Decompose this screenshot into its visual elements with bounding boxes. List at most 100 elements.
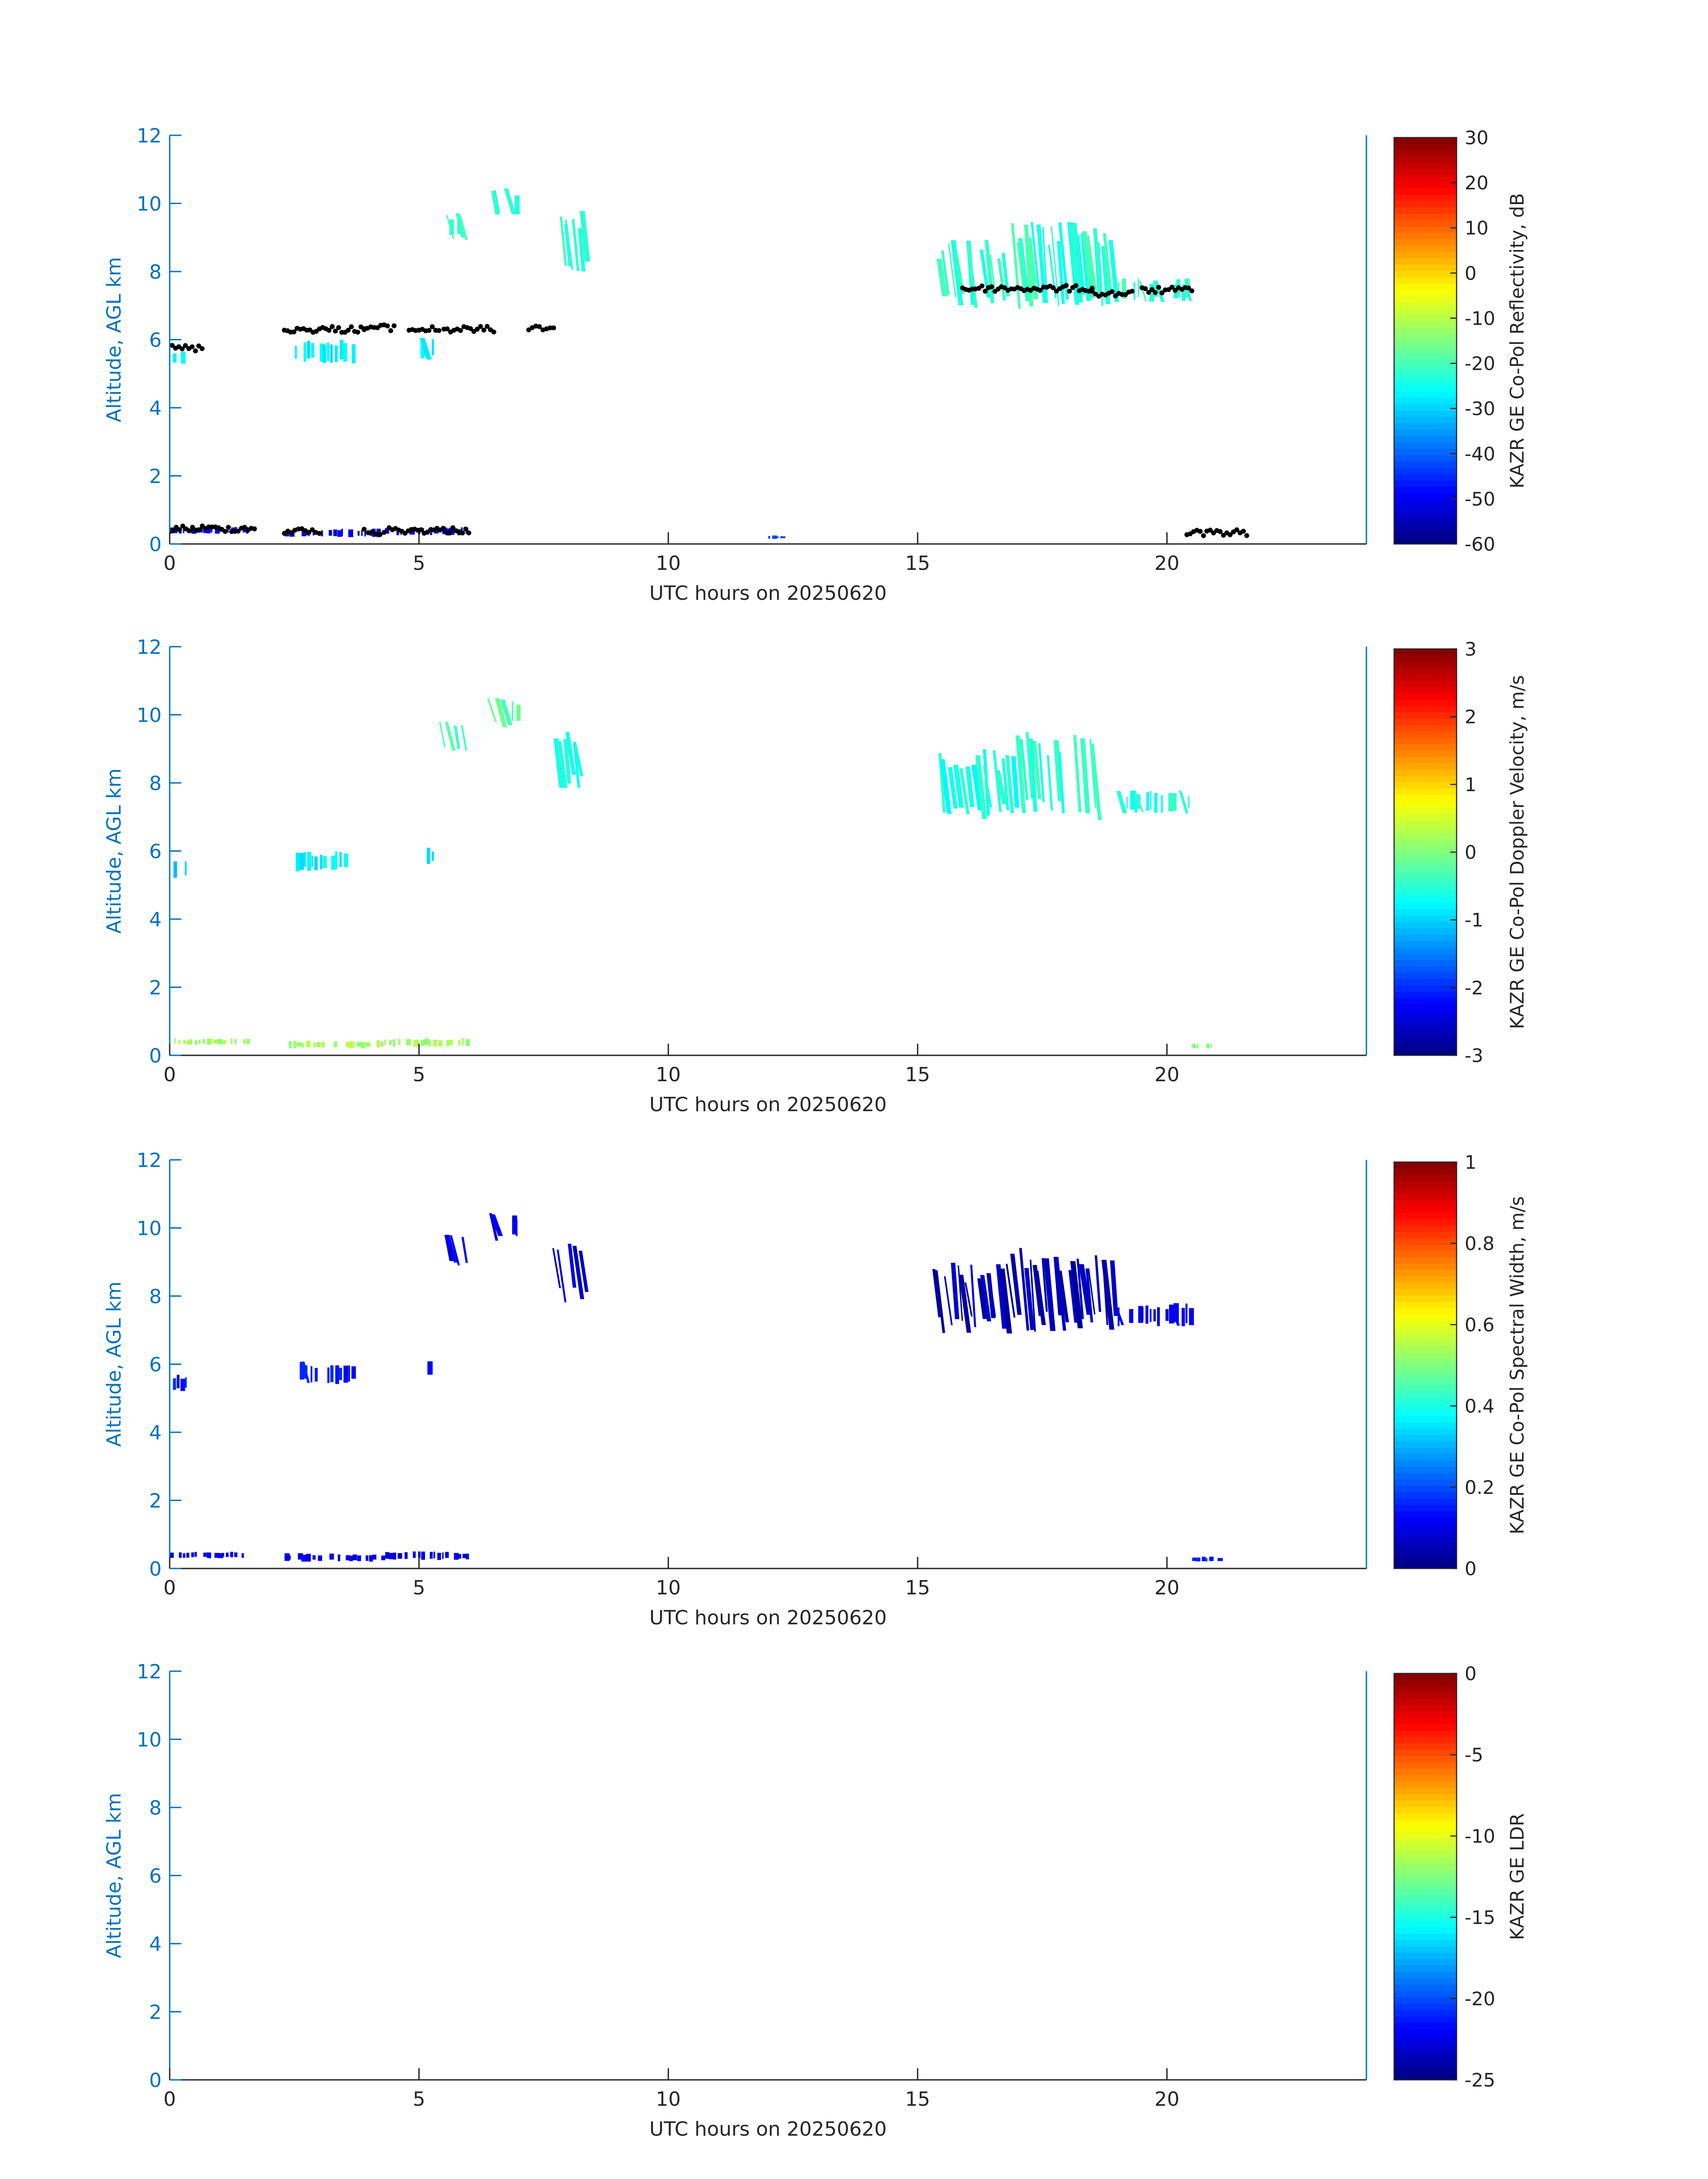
echo-streak [966, 244, 978, 308]
x-axis-label: UTC hours on 20250620 [649, 2118, 887, 2141]
echo-streak [1101, 1259, 1115, 1330]
colorbar: 30 20 10 0 -10 -20 -30 -40 -50 -60 KAZR GE Co-Pol … [1393, 127, 1528, 555]
echo-streak [210, 529, 213, 533]
echo-streak [450, 1040, 453, 1046]
echo-streak [397, 1553, 402, 1559]
echo-streak [1145, 1305, 1148, 1324]
x-tick-label: 5 [413, 1577, 425, 1599]
y-tick-label: 6 [149, 329, 162, 352]
echo-streak [321, 1041, 325, 1048]
echo-streak [421, 1552, 425, 1560]
cloud-base-point [193, 348, 198, 354]
echo-streak [776, 536, 779, 538]
echo-streak [557, 741, 568, 788]
echo-streak [959, 768, 970, 815]
echo-streak [948, 243, 956, 297]
echo-streak [221, 1553, 225, 1557]
echo-streak [439, 722, 446, 748]
echo-streak [338, 1368, 342, 1380]
echo-streak [1070, 1261, 1083, 1329]
echo-streak [940, 759, 952, 814]
echo-streak [988, 1274, 996, 1317]
radar-echo [938, 749, 1019, 820]
cloud-base-point [1073, 283, 1079, 289]
echo-streak [341, 528, 343, 536]
echo-streak [1129, 1309, 1133, 1323]
echo-streak [180, 1379, 185, 1391]
echo-streak [1161, 795, 1163, 813]
colorbar-tick-label: 1 [1465, 1151, 1477, 1173]
echo-streak [941, 250, 950, 295]
cloud-base-point [1090, 289, 1095, 294]
cloud-base-marks [1184, 527, 1249, 538]
echo-streak [465, 1039, 470, 1046]
radar-echo [173, 1375, 187, 1391]
echo-streak [351, 344, 356, 364]
echo-streak [335, 851, 338, 870]
cloud-base-point [362, 527, 367, 532]
echo-streak [1002, 758, 1010, 811]
echo-streak [1130, 790, 1136, 810]
colorbar-tick-label: 0.8 [1465, 1233, 1495, 1255]
echo-streak [490, 1214, 503, 1236]
cloud-base-point [1169, 284, 1174, 290]
radar-echo [284, 1553, 385, 1562]
radar-echo [174, 1038, 250, 1045]
echo-streak [178, 1040, 180, 1045]
echo-streak [337, 530, 342, 537]
echo-streak [306, 1554, 311, 1562]
echo-streak [207, 529, 211, 534]
colorbar-tick-label: -10 [1465, 1825, 1495, 1847]
echo-streak [352, 1554, 357, 1560]
echo-streak [426, 848, 430, 864]
echo-streak [500, 699, 513, 725]
x-tick-label: 20 [1154, 1577, 1179, 1599]
echo-streak [246, 1039, 250, 1045]
cloud-base-point [484, 324, 490, 329]
echo-streak [301, 1042, 304, 1048]
echo-streak [1189, 1308, 1194, 1326]
cloud-base-point [979, 283, 985, 289]
echo-streak [365, 1555, 368, 1561]
echo-streak [431, 339, 434, 355]
cloud-base-marks [526, 323, 556, 333]
colorbar-tick-label: -2 [1465, 977, 1483, 999]
cloud-base-point [468, 326, 473, 331]
panel-1-data [170, 188, 1249, 539]
echo-streak [454, 725, 460, 749]
radar-echo [426, 848, 434, 864]
cloud-base-point [436, 328, 442, 333]
echo-streak [398, 1039, 401, 1045]
x-tick-label: 5 [413, 1063, 425, 1086]
radar-echo [552, 1243, 589, 1303]
echo-streak [311, 343, 314, 358]
cloud-base-point [369, 529, 375, 535]
echo-streak [495, 698, 507, 728]
cloud-base-point [349, 324, 354, 330]
cloud-base-point [447, 530, 452, 535]
echo-streak [348, 529, 353, 537]
colorbar-tick-label: -25 [1465, 2069, 1495, 2091]
y-tick-label: 12 [137, 1149, 162, 1172]
echo-streak [1058, 222, 1069, 300]
echo-streak [1029, 1259, 1036, 1332]
y-tick-label: 4 [149, 1422, 162, 1444]
echo-streak [454, 1553, 459, 1560]
cloud-base-point [989, 284, 994, 289]
echo-streak [214, 1552, 219, 1558]
cloud-base-point [242, 525, 247, 530]
cloud-base-point [547, 325, 553, 330]
echo-streak [1010, 1254, 1022, 1315]
cloud-base-point [1159, 290, 1165, 296]
echo-streak [356, 1042, 362, 1047]
echo-streak [491, 191, 500, 215]
echo-streak [1089, 739, 1097, 808]
cloud-base-point [1123, 292, 1128, 297]
echo-streak [504, 188, 516, 214]
radar-echo [560, 211, 590, 272]
echo-streak [301, 1555, 306, 1562]
echo-streak [990, 254, 996, 292]
colorbar-tick-label: 0 [1465, 262, 1477, 284]
radar-echo [932, 1263, 1016, 1334]
